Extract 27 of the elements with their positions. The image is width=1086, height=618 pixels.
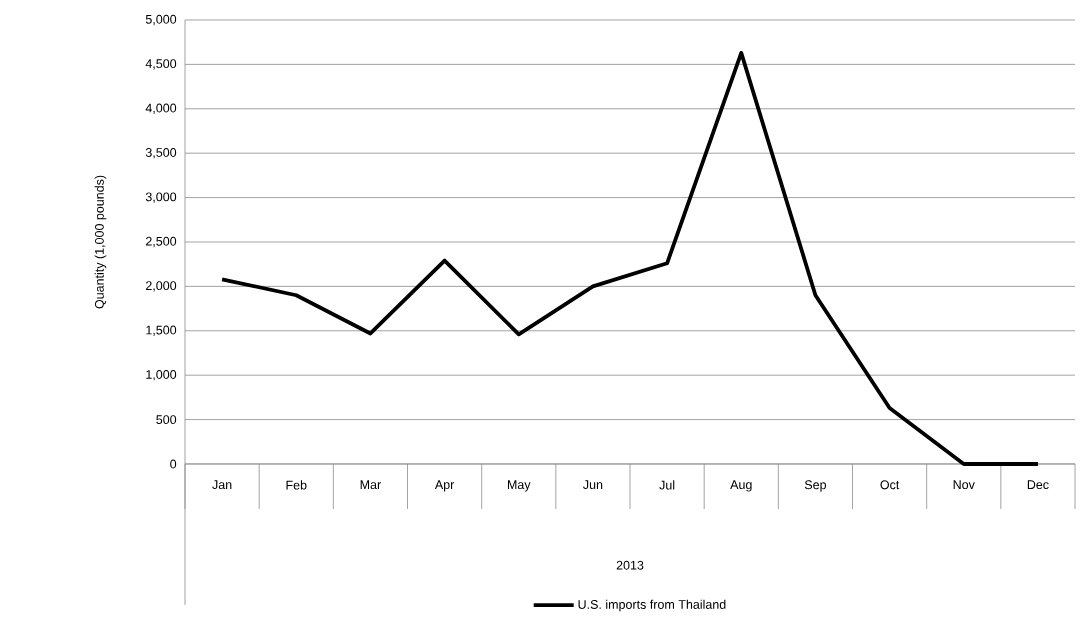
legend-label: U.S. imports from Thailand [578, 599, 726, 612]
y-tick-label: 0 [170, 459, 177, 469]
x-tick-label: Jun [583, 480, 603, 490]
x-tick-label: Sep [804, 480, 827, 492]
y-tick-label: 500 [156, 415, 177, 425]
y-tick-label: 2,500 [145, 236, 177, 248]
line-series [220, 50, 1040, 466]
y-tick-label: 1,500 [146, 325, 177, 336]
y-tick-label: 3,000 [145, 192, 177, 203]
y-axis-title: Quantity (1,000 pounds) [94, 175, 107, 309]
y-tick-label: 3,500 [145, 148, 177, 159]
x-tick-label: May [507, 480, 531, 492]
x-tick-label: Oct [880, 480, 900, 490]
x-tick-label: Jul [659, 480, 675, 490]
x-tick-label: Apr [434, 480, 455, 492]
y-tick-label: 1,000 [146, 370, 177, 381]
x-tick-label: Dec [1027, 480, 1049, 490]
y-tick-label: 2,000 [145, 281, 177, 292]
x-tick-label: Feb [286, 480, 307, 490]
x-tick-label: Aug [730, 480, 752, 492]
y-tick-label: 4,000 [145, 103, 177, 114]
y-tick-label: 5,000 [145, 14, 177, 26]
x-tick-label: Nov [953, 480, 975, 490]
x-tick-label: Mar [360, 480, 381, 490]
x-tick-label: Jan [212, 480, 232, 490]
y-tick-label: 4,500 [145, 59, 177, 70]
text: 2013 [616, 560, 644, 570]
